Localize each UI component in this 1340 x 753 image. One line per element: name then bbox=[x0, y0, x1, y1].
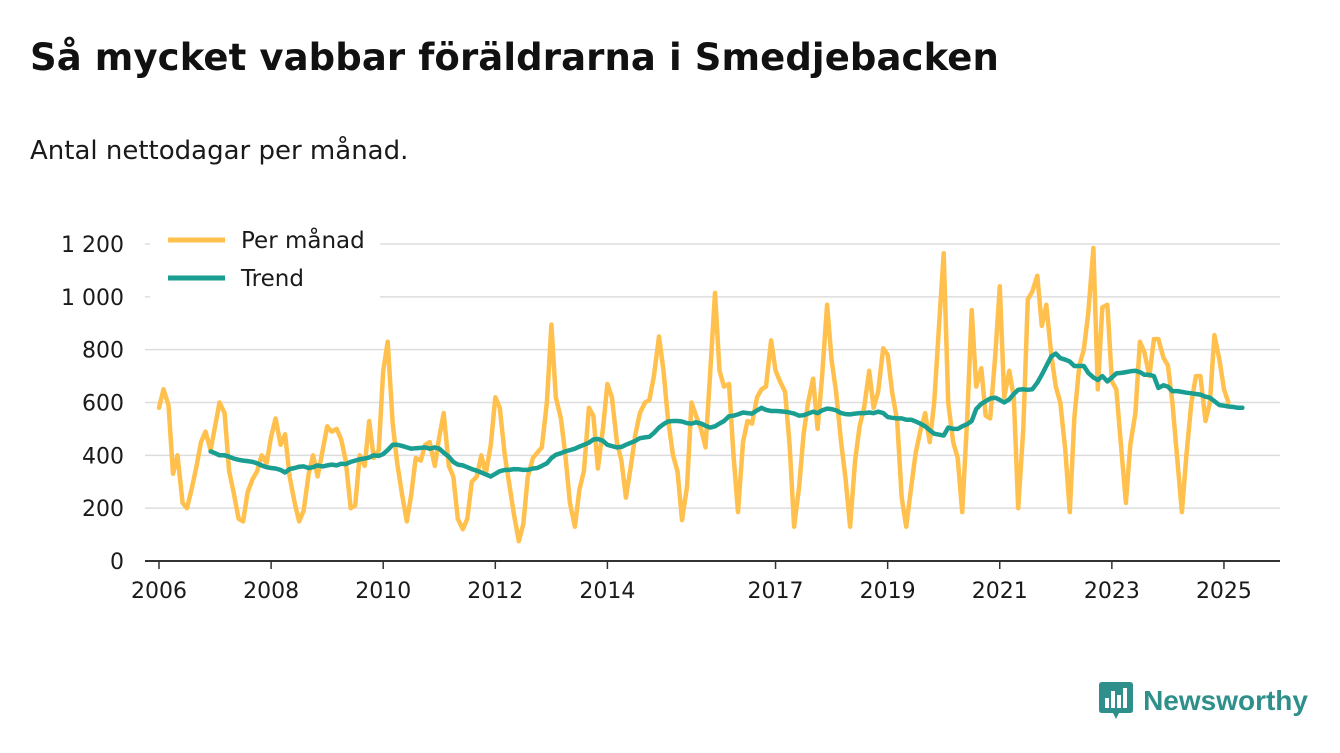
y-tick-label: 400 bbox=[82, 444, 124, 469]
x-tick-label: 2014 bbox=[579, 579, 635, 604]
newsworthy-brand[interactable]: Newsworthy bbox=[1099, 682, 1308, 720]
brand-name: Newsworthy bbox=[1143, 685, 1308, 716]
x-tick-label: 2017 bbox=[748, 579, 804, 604]
y-axis-ticks: 0 200 400 600 800 1 000 1 200 bbox=[61, 233, 124, 575]
legend-label-trend: Trend bbox=[240, 266, 304, 292]
series-line-trend bbox=[208, 351, 1245, 479]
x-tick-label: 2012 bbox=[467, 579, 523, 604]
x-tick-label: 2025 bbox=[1196, 579, 1252, 604]
x-axis-ticks: 2006 2008 2010 2012 2014 2017 2019 2021 2023 2025 bbox=[131, 561, 1252, 604]
x-tick-label: 2008 bbox=[243, 579, 299, 604]
chart-title: Så mycket vabbar föräldrarna i Smedjebac… bbox=[30, 36, 999, 79]
y-tick-label: 1 200 bbox=[61, 233, 124, 258]
x-tick-label: 2006 bbox=[131, 579, 187, 604]
chart-subtitle: Antal nettodagar per månad. bbox=[30, 136, 409, 166]
x-tick-label: 2010 bbox=[355, 579, 411, 604]
y-tick-label: 800 bbox=[82, 339, 124, 364]
x-tick-label: 2023 bbox=[1084, 579, 1140, 604]
legend-label-per-manad: Per månad bbox=[241, 226, 365, 254]
newsworthy-logo-icon bbox=[1099, 682, 1134, 719]
y-tick-label: 600 bbox=[82, 392, 124, 417]
y-tick-label: 0 bbox=[110, 550, 124, 575]
legend-background bbox=[150, 222, 380, 300]
series-lines bbox=[156, 245, 1245, 544]
y-tick-label: 1 000 bbox=[61, 286, 124, 311]
series-line-per-manad bbox=[156, 245, 1231, 544]
legend: Per månad Trend bbox=[150, 222, 380, 300]
x-tick-label: 2021 bbox=[972, 579, 1028, 604]
y-tick-label: 200 bbox=[82, 497, 124, 522]
x-tick-label: 2019 bbox=[860, 579, 916, 604]
